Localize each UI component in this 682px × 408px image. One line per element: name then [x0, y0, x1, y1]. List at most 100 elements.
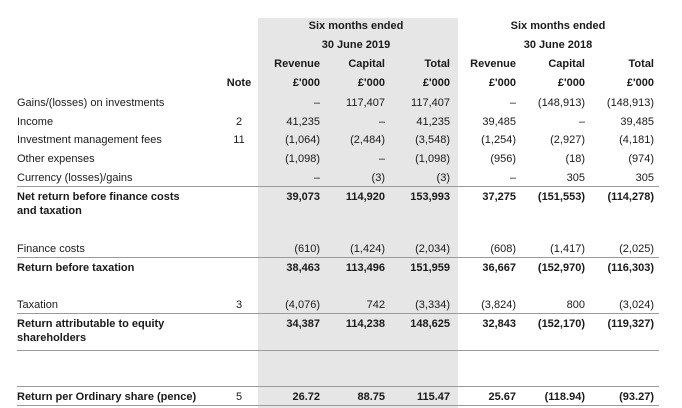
row-label: Gains/(losses) on investments [17, 97, 165, 109]
row-value: (1,098) [285, 153, 320, 165]
row-value: 39,485 [482, 116, 516, 128]
current-period-shading [258, 18, 458, 408]
period-heading-2018: Six months ended [510, 20, 606, 32]
row-value: (3,334) [415, 299, 450, 311]
row-value: (3,024) [619, 299, 654, 311]
row-value: (956) [490, 153, 516, 165]
row-note: 2 [235, 116, 243, 128]
row-value: 37,275 [482, 191, 516, 203]
row-value: 151,959 [410, 262, 450, 274]
row-value: 115.47 [416, 391, 450, 403]
column-unit: £'000 [292, 77, 320, 89]
row-value: – [509, 97, 516, 109]
column-unit: £'000 [422, 77, 450, 89]
row-value: (608) [490, 243, 516, 255]
column-header: Capital [348, 58, 385, 70]
row-value: 41,235 [416, 116, 450, 128]
row-value: 305 [566, 172, 585, 184]
row-value: (116,303) [607, 262, 654, 274]
row-value: (2,034) [415, 243, 450, 255]
row-value: (610) [294, 243, 320, 255]
row-label: Currency (losses)/gains [17, 172, 133, 184]
row-value: 39,073 [286, 191, 320, 203]
row-value: (118.94) [544, 391, 585, 403]
row-value: (974) [628, 153, 654, 165]
row-value: 41,235 [286, 116, 320, 128]
row-value: 305 [635, 172, 654, 184]
row-value: (4,181) [619, 134, 654, 146]
rule-below-return-per-share [17, 405, 659, 406]
row-value: (151,553) [537, 191, 585, 203]
row-value: (3,824) [481, 299, 516, 311]
column-header: Revenue [274, 58, 320, 70]
row-value: 26.72 [292, 391, 320, 403]
column-unit: £'000 [488, 77, 516, 89]
row-value: 153,993 [410, 191, 450, 203]
rule-above-return-before-tax [17, 257, 659, 258]
row-value: 742 [366, 299, 385, 311]
row-value: – [378, 116, 385, 128]
row-value: 25.67 [488, 391, 516, 403]
row-value: (3) [436, 172, 450, 184]
row-value: (2,927) [550, 134, 585, 146]
row-value: (1,417) [550, 243, 585, 255]
rule-above-return-per-share [17, 386, 659, 387]
column-unit: £'000 [357, 77, 385, 89]
row-value: (93.27) [619, 391, 654, 403]
period-date-2018: 30 June 2018 [523, 39, 593, 51]
row-value: (1,254) [481, 134, 516, 146]
row-value: 38,463 [286, 262, 320, 274]
row-note: 5 [235, 391, 243, 403]
row-label: and taxation [17, 205, 82, 217]
row-value: (1,424) [350, 243, 385, 255]
row-value: (148,913) [606, 97, 654, 109]
row-value: 34,387 [286, 318, 320, 330]
column-unit: £'000 [557, 77, 585, 89]
column-header: Capital [548, 58, 585, 70]
row-value: – [578, 116, 585, 128]
row-value: 113,496 [345, 262, 385, 274]
row-value: (1,064) [285, 134, 320, 146]
row-label: Investment management fees [17, 134, 162, 146]
row-value: (152,970) [537, 262, 585, 274]
row-label: Finance costs [17, 243, 85, 255]
row-label: shareholders [17, 332, 87, 344]
row-value: 800 [566, 299, 585, 311]
note-header: Note [226, 77, 252, 89]
row-value: (4,076) [285, 299, 320, 311]
row-label: Return before taxation [17, 262, 135, 274]
row-value: 117,407 [346, 97, 385, 109]
row-value: – [378, 153, 385, 165]
row-label: Taxation [17, 299, 58, 311]
row-value: 88.75 [357, 391, 385, 403]
row-value: – [313, 172, 320, 184]
row-note: 11 [233, 134, 245, 146]
row-note: 3 [235, 299, 243, 311]
row-value: (2,025) [619, 243, 654, 255]
row-value: 117,407 [411, 97, 450, 109]
row-value: (119,327) [607, 318, 654, 330]
row-value: (2,484) [350, 134, 385, 146]
row-value: – [509, 172, 516, 184]
row-value: 114,238 [345, 318, 385, 330]
row-value: (114,278) [607, 191, 654, 203]
row-value: (1,098) [415, 153, 450, 165]
row-value: 148,625 [410, 318, 450, 330]
row-label: Income [17, 116, 54, 128]
row-label: Return per Ordinary share (pence) [17, 391, 197, 403]
row-value: 36,667 [482, 262, 516, 274]
rule-above-return-attributable [17, 313, 659, 314]
column-header: Revenue [470, 58, 516, 70]
row-value: (18) [565, 153, 585, 165]
column-unit: £'000 [626, 77, 654, 89]
column-header: Total [628, 58, 654, 70]
row-value: (3) [371, 172, 385, 184]
row-value: (148,913) [537, 97, 585, 109]
row-value: 32,843 [482, 318, 516, 330]
period-date-2019: 30 June 2019 [321, 39, 391, 51]
period-heading-2019: Six months ended [308, 20, 404, 32]
row-label: Net return before finance costs [17, 191, 180, 203]
row-value: 114,920 [345, 191, 385, 203]
row-value: – [313, 97, 320, 109]
